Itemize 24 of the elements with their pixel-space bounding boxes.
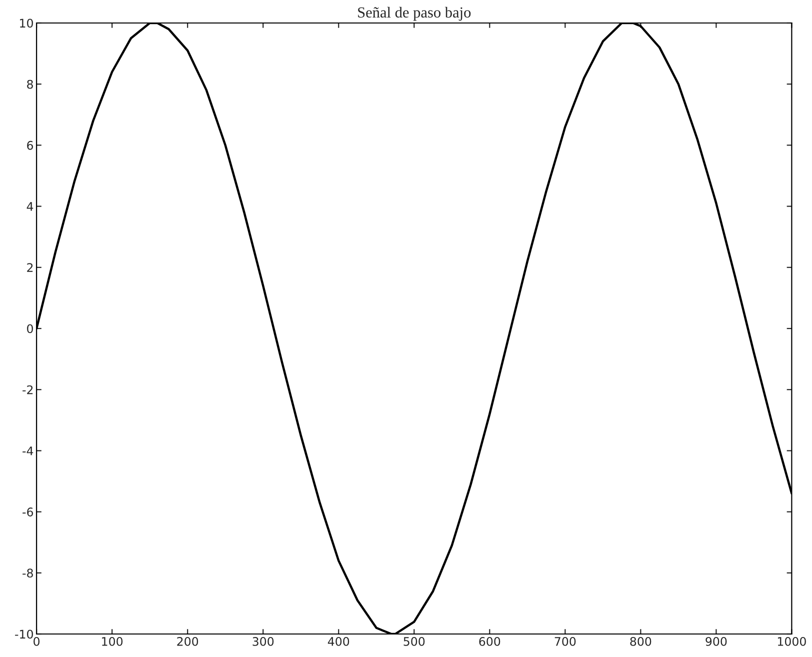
x-tick-label: 300 [252,636,274,646]
x-tick-label: 0 [34,636,40,646]
y-tick-label: 6 [27,140,34,150]
y-tick-label: 4 [26,202,34,211]
y-tick-label: -4 [22,446,34,456]
x-tick-label: 500 [404,636,425,646]
y-tick-label: -2 [22,385,33,394]
y-tick-label: 10 [20,18,33,28]
x-tick-label: 1000 [778,636,806,646]
x-tick-label: 100 [102,636,123,646]
y-tick-label: 8 [27,80,33,89]
y-tick-label: -10 [15,630,33,639]
x-tick-label: 600 [479,636,500,646]
x-tick-label: 200 [177,636,198,646]
chart-title: Señal de paso bajo [358,6,471,21]
line-series [36,22,792,634]
x-tick-label: 700 [554,636,576,646]
y-tick-label: 2 [27,263,33,272]
y-tick-label: -8 [22,568,33,578]
x-tick-label: 800 [630,636,652,646]
y-tick-label: -6 [22,508,34,516]
y-tick-label: 0 [27,324,33,334]
x-tick-label: 900 [706,636,727,646]
x-tick-label: 400 [328,636,350,646]
